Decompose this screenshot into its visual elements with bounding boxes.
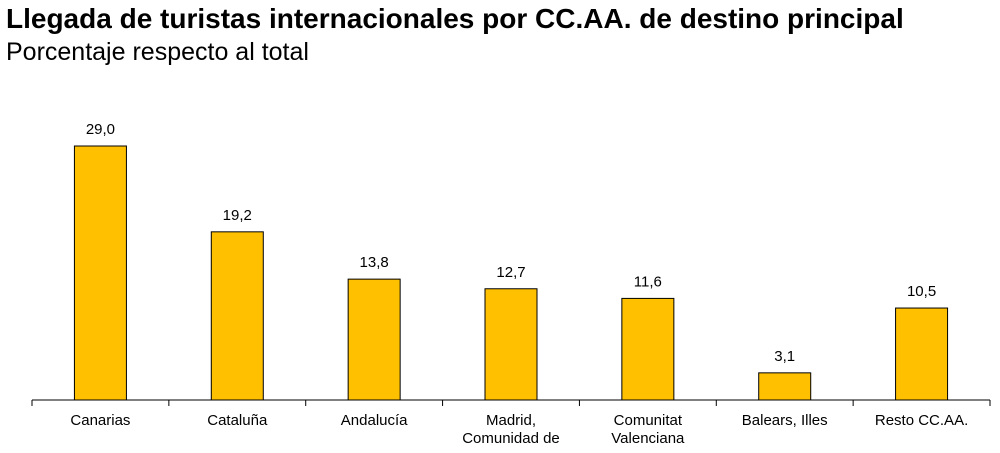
x-tick-label: Balears, Illes <box>742 412 828 429</box>
data-label: 10,5 <box>907 283 936 300</box>
bar <box>73 145 127 401</box>
x-tick-label: Valenciana <box>611 430 685 447</box>
labels-layer: 29,0 Canarias 19,2 Cataluña 13,8 Andalucía 12,… <box>70 121 968 447</box>
chart-subtitle: Porcentaje respecto al total <box>6 38 309 66</box>
bar <box>758 372 812 401</box>
x-tick-label: Resto CC.AA. <box>875 412 968 429</box>
x-tick-label: Canarias <box>70 412 130 429</box>
data-label: 11,6 <box>634 273 662 290</box>
x-axis <box>31 399 991 406</box>
x-tick-label: Comunidad de <box>462 430 560 447</box>
x-tick-label: Comunitat <box>614 412 683 429</box>
bar <box>210 231 264 401</box>
chart-title: Llegada de turistas internacionales por … <box>6 3 904 34</box>
bar <box>895 307 949 401</box>
data-label: 29,0 <box>86 121 115 138</box>
bar <box>621 297 675 401</box>
x-tick-label: Cataluña <box>207 412 268 429</box>
bars-layer <box>73 145 949 401</box>
data-label: 3,1 <box>774 348 795 365</box>
data-label: 19,2 <box>223 207 252 224</box>
x-tick-label: Madrid, <box>486 412 536 429</box>
bar <box>347 278 401 401</box>
data-label: 12,7 <box>496 264 525 281</box>
x-tick-label: Andalucía <box>341 412 408 429</box>
bar <box>484 288 538 401</box>
data-label: 13,8 <box>360 254 389 271</box>
